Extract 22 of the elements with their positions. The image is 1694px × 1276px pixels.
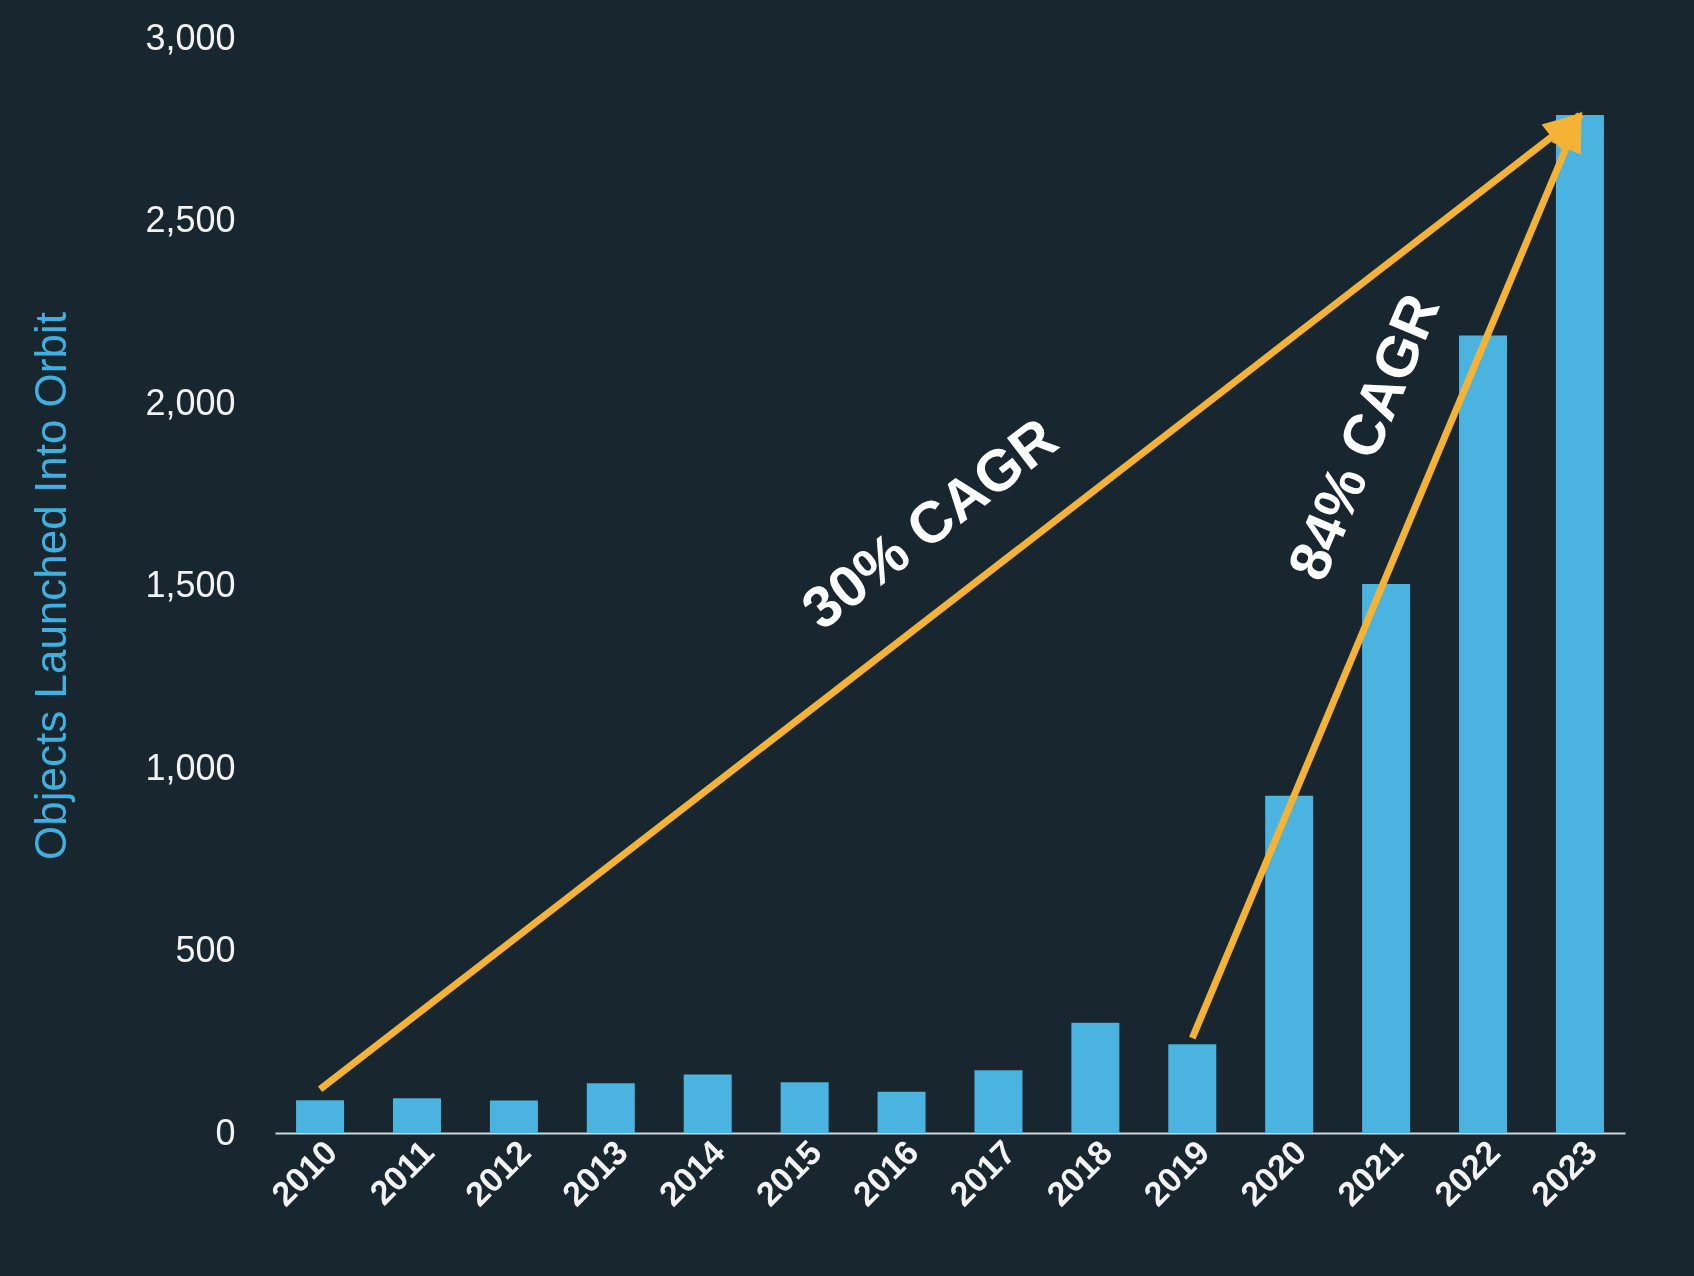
bar — [296, 1100, 345, 1133]
bar — [489, 1100, 538, 1133]
y-tick-label: 1,500 — [145, 564, 236, 605]
y-tick-label: 500 — [175, 929, 236, 970]
y-tick-label: 2,500 — [145, 199, 236, 240]
bar — [974, 1070, 1023, 1133]
annotation: 84% CAGR — [1274, 284, 1452, 589]
bar — [877, 1091, 926, 1133]
bar — [1362, 584, 1411, 1133]
bar — [1168, 1044, 1217, 1133]
bar — [1459, 335, 1508, 1133]
y-tick-label: 3,000 — [145, 16, 236, 58]
y-tick-label: 1,000 — [145, 746, 236, 788]
bar — [392, 1098, 441, 1133]
bar — [780, 1082, 829, 1133]
y-axis-title: Objects Launched Into Orbit — [26, 312, 76, 860]
bar — [1071, 1022, 1120, 1133]
bar — [586, 1083, 635, 1133]
bar — [1265, 795, 1314, 1133]
y-tick-label: 2,000 — [145, 381, 236, 423]
bar — [683, 1074, 732, 1133]
y-tick-label: 0 — [215, 1111, 236, 1153]
